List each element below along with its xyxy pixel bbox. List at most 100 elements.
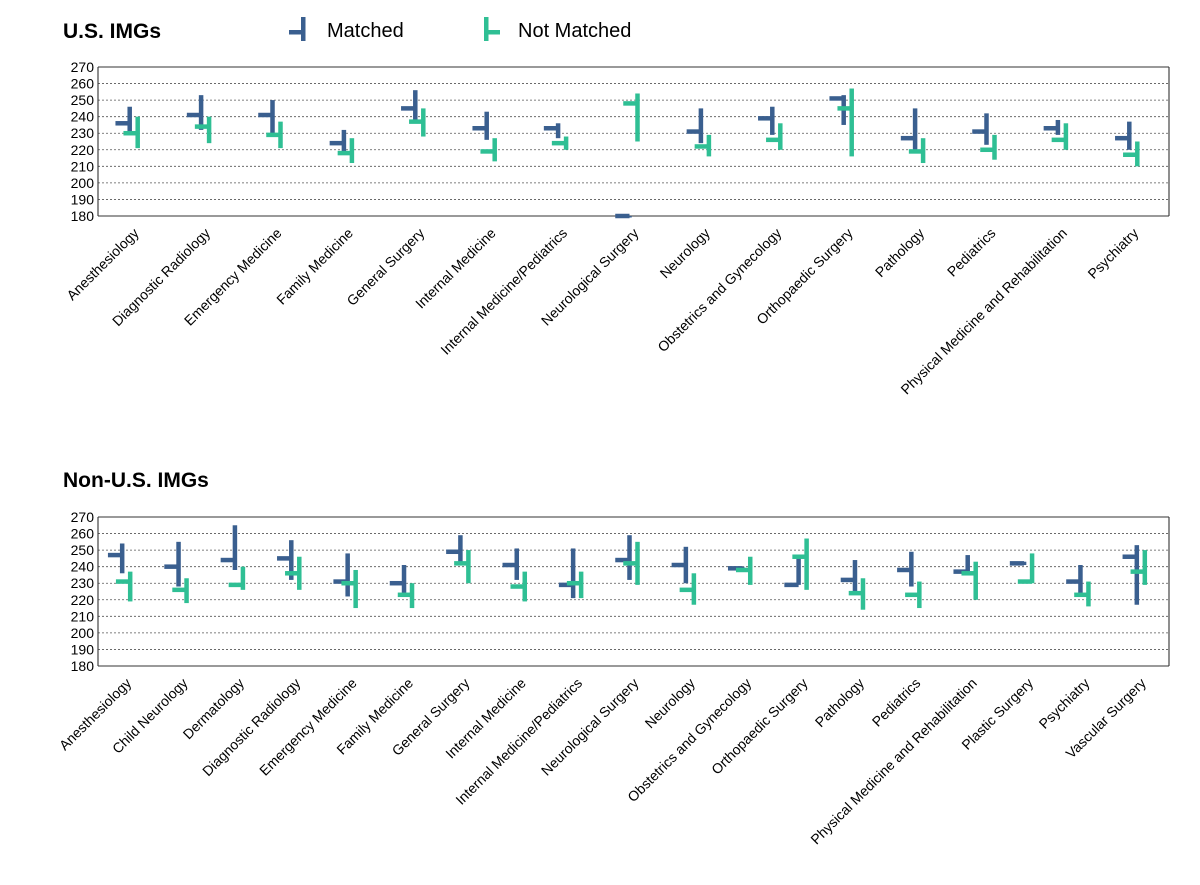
matched-median-tick	[329, 140, 344, 146]
category-label: Neurology	[642, 675, 698, 731]
matched-median-tick	[897, 567, 912, 573]
matched-range-bar	[198, 95, 204, 130]
category-group	[401, 90, 426, 137]
category-group	[953, 555, 978, 600]
matched-range-bar	[232, 525, 238, 570]
matched-range-bar	[176, 541, 181, 587]
not-matched-median-tick	[341, 580, 356, 586]
matched-median-tick	[543, 126, 559, 131]
category-label: Pediatrics	[869, 675, 924, 730]
matched-median-tick	[220, 557, 235, 563]
not-matched-median-tick	[285, 571, 300, 576]
not-matched-median-tick	[1074, 592, 1089, 598]
not-matched-median-tick	[980, 147, 995, 153]
matched-median-tick	[784, 582, 799, 588]
not-matched-median-tick	[623, 561, 638, 566]
y-tick-label: 240	[71, 109, 95, 125]
matched-range-bar	[401, 565, 407, 597]
matched-range-bar	[1134, 545, 1140, 605]
matched-range-bar	[770, 106, 775, 135]
category-group	[558, 548, 584, 599]
category-group	[389, 565, 415, 609]
not-matched-median-tick	[397, 592, 413, 598]
matched-range-bar	[127, 106, 132, 135]
category-label: Pathology	[812, 675, 867, 730]
not-matched-range-bar	[849, 88, 854, 157]
matched-median-tick	[401, 106, 416, 111]
not-matched-median-tick	[228, 582, 243, 588]
not-matched-median-tick	[409, 119, 424, 124]
category-group	[333, 553, 358, 609]
matched-median-tick	[953, 569, 968, 574]
matched-median-tick	[840, 577, 855, 583]
not-matched-median-tick	[337, 150, 352, 156]
y-tick-label: 230	[71, 125, 95, 141]
not-matched-median-tick	[735, 567, 751, 573]
not-matched-median-tick	[172, 587, 187, 593]
y-tick-label: 220	[71, 592, 95, 608]
not-matched-median-tick	[1130, 569, 1145, 574]
not-matched-median-tick	[694, 144, 709, 149]
not-matched-range-bar	[353, 569, 358, 609]
matched-range-bar	[555, 123, 561, 139]
category-group	[900, 108, 926, 164]
category-group	[784, 538, 809, 590]
y-tick-label: 250	[71, 92, 95, 108]
matched-median-tick	[615, 213, 630, 219]
matched-range-bar	[627, 535, 632, 580]
y-tick-label: 180	[71, 208, 95, 224]
legend-not-matched-label: Not Matched	[518, 20, 631, 42]
category-group	[1043, 119, 1069, 150]
category-label: Emergency Medicine	[256, 675, 360, 779]
category-group	[186, 95, 212, 144]
not-matched-median-tick	[766, 137, 781, 143]
matched-median-tick	[1122, 554, 1137, 559]
matched-range-bar	[570, 548, 576, 599]
matched-median-tick	[164, 564, 179, 569]
category-label: Orthopaedic Surgery	[708, 675, 811, 778]
matched-range-bar	[345, 553, 350, 597]
not-matched-range-bar	[349, 138, 355, 164]
us-imgs-panel: U.S. IMGs 180190200210220230240250260270…	[63, 20, 1170, 397]
category-group	[258, 100, 283, 149]
not-matched-median-tick	[194, 124, 210, 129]
matched-range-bar	[852, 560, 858, 595]
matched-median-tick	[558, 582, 574, 588]
not-matched-range-bar	[240, 566, 246, 590]
y-tick-label: 250	[71, 542, 95, 558]
matched-range-bar	[1127, 121, 1132, 150]
y-tick-label: 270	[71, 509, 95, 525]
matched-median-tick	[1009, 561, 1025, 566]
category-group	[1122, 545, 1148, 605]
matched-range-bar	[984, 113, 989, 145]
not-matched-median-tick	[848, 590, 863, 596]
matched-median-tick	[686, 129, 701, 134]
matched-median-tick	[107, 552, 123, 558]
y-tick-label: 200	[71, 175, 95, 191]
not-matched-median-tick	[961, 571, 976, 576]
matched-median-tick	[115, 121, 130, 126]
y-tick-label: 200	[71, 625, 95, 641]
category-group	[1115, 121, 1140, 167]
category-group	[671, 546, 697, 605]
category-group	[277, 540, 302, 590]
not-matched-median-tick	[837, 106, 852, 111]
matched-median-tick	[389, 580, 405, 586]
matched-median-tick	[446, 549, 461, 555]
category-group	[615, 93, 640, 219]
category-group	[446, 535, 471, 584]
y-tick-label: 220	[71, 142, 95, 158]
not-matched-range-bar	[1142, 550, 1148, 585]
y-tick-label: 190	[71, 191, 95, 207]
y-tick-label: 180	[71, 658, 95, 674]
category-group	[543, 123, 569, 150]
non-us-imgs-title: Non-U.S. IMGs	[63, 469, 209, 492]
y-tick-label: 230	[71, 575, 95, 591]
y-tick-label: 260	[71, 526, 95, 542]
category-label: Psychiatry	[1036, 675, 1093, 732]
matched-median-tick	[671, 562, 686, 568]
matched-median-tick	[1066, 579, 1081, 584]
matched-median-tick	[1115, 135, 1130, 141]
matched-median-tick	[186, 112, 202, 118]
